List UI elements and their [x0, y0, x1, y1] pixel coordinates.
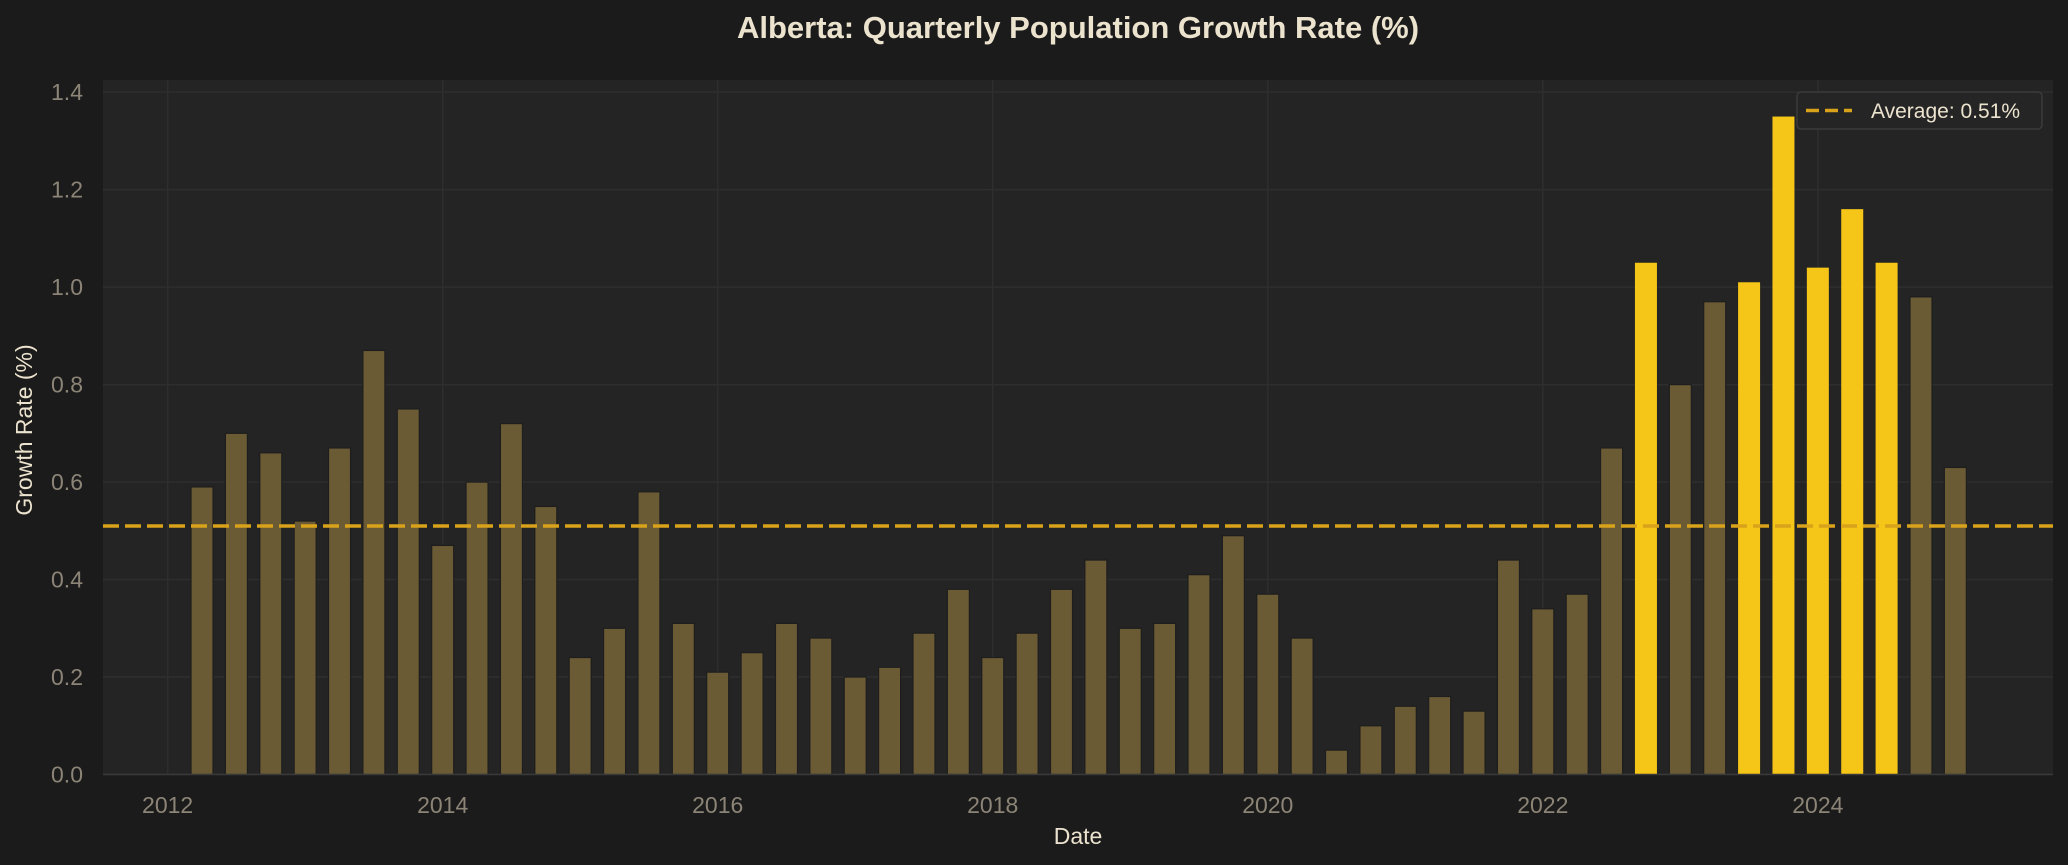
bar-highlighted: 2023-Q3: 1.01: [1738, 282, 1761, 775]
y-axis-ticks: 0.0 0.2 0.4 0.6 0.8 1.0 1.2 1.4: [51, 79, 83, 787]
bar: 2016-Q3: 0.31: [774, 622, 799, 776]
x-tick-label: 2016: [692, 792, 743, 818]
bar: 2017-Q2: 0.22: [878, 666, 902, 776]
bar: 2015-Q2: 0.3: [602, 627, 627, 776]
y-tick-label: 0.6: [51, 469, 83, 495]
bar: 2021-Q3: 0.13: [1462, 710, 1486, 776]
bar-highlighted: 2024-Q1: 1.04: [1806, 267, 1829, 775]
y-tick-label: 1.4: [51, 79, 83, 105]
bar: 2013-Q2: 0.67: [327, 447, 352, 776]
bar: 2019-Q1: 0.3: [1118, 627, 1142, 776]
bar: 2015-Q3: 0.58: [637, 491, 661, 776]
bar-highlighted: 2023-Q4: 1.35: [1772, 116, 1795, 775]
bar: 2018-Q2: 0.29: [1015, 632, 1039, 776]
y-tick-label: 0.8: [51, 372, 83, 398]
bar: 2018-Q1: 0.24: [981, 656, 1005, 776]
bar: 2015-Q1: 0.24: [568, 656, 592, 776]
bar: 2014-Q1: 0.47: [431, 544, 455, 776]
bar: 2023-Q2: 0.97: [1703, 301, 1727, 776]
bar: 2013-Q4: 0.75: [396, 408, 420, 776]
bar: 2016-Q1: 0.21: [706, 671, 730, 776]
chart-title: Alberta: Quarterly Population Growth Rat…: [737, 10, 1419, 45]
bar: 2014-Q3: 0.72: [499, 422, 524, 776]
bar: 2017-Q1: 0.2: [843, 676, 867, 776]
bar: 2024-Q4: 0.98: [1909, 296, 1933, 776]
x-tick-label: 2020: [1242, 792, 1293, 818]
bar: 2022-Q3: 0.67: [1599, 447, 1624, 776]
bar: 2019-Q2: 0.31: [1153, 622, 1177, 776]
x-tick-label: 2022: [1517, 792, 1568, 818]
plot-area: [103, 80, 2053, 775]
bar: 2020-Q4: 0.1: [1359, 725, 1383, 776]
bar: 2020-Q1: 0.37: [1256, 593, 1280, 776]
bar: 2021-Q2: 0.16: [1428, 695, 1452, 776]
x-axis-label: Date: [1054, 823, 1103, 849]
bar: 2018-Q3: 0.38: [1049, 588, 1074, 776]
bar: 2016-Q4: 0.28: [809, 637, 833, 776]
bar: 2023-Q1: 0.8: [1668, 384, 1692, 776]
legend-box: [1796, 91, 2043, 130]
bar: 2022-Q2: 0.37: [1565, 593, 1589, 776]
bar: 2025-Q1: 0.63: [1943, 466, 1967, 776]
bar: 2013-Q3: 0.87: [362, 349, 386, 776]
bar: 2020-Q2: 0.28: [1290, 637, 1314, 776]
bar: 2017-Q3: 0.29: [912, 632, 936, 776]
bar: 2021-Q1: 0.14: [1393, 705, 1417, 776]
bar: 2012-Q2: 0.59: [190, 486, 214, 776]
bar: 2013-Q1: 0.52: [293, 520, 317, 776]
bars: 2012-Q2: 0.59 2012-Q3: 0.7 2012-Q4: 0.66 20…: [190, 116, 1967, 776]
y-tick-label: 0.0: [51, 762, 83, 788]
bar: 2022-Q1: 0.34: [1531, 608, 1555, 776]
bar-highlighted: 2022-Q4: 1.05: [1634, 262, 1657, 775]
bar: 2014-Q4: 0.55: [534, 505, 558, 776]
bar-highlighted: 2024-Q3: 1.05: [1875, 262, 1898, 775]
bar: 2016-Q2: 0.25: [740, 652, 764, 776]
legend-label: Average: 0.51%: [1871, 100, 2020, 123]
bar-highlighted: 2024-Q2: 1.16: [1841, 209, 1864, 775]
x-tick-label: 2012: [142, 792, 193, 818]
x-tick-label: 2018: [967, 792, 1018, 818]
x-axis-ticks: 2012 2014 2016 2018 2020 2022 2024: [142, 792, 1844, 818]
y-axis-label: Growth Rate (%): [11, 344, 37, 515]
bar: 2015-Q4: 0.31: [671, 622, 695, 776]
bar: 2019-Q4: 0.49: [1221, 535, 1245, 776]
bar: 2017-Q4: 0.38: [946, 588, 970, 776]
bar: 2020-Q3: 0.05: [1324, 749, 1349, 776]
y-tick-label: 0.4: [51, 567, 83, 593]
bar: 2012-Q4: 0.66: [259, 452, 283, 776]
bar: 2021-Q4: 0.44: [1496, 559, 1521, 776]
bar: 2012-Q3: 0.7: [224, 432, 248, 776]
x-tick-label: 2024: [1792, 792, 1843, 818]
legend: Average: 0.51%: [1796, 91, 2043, 130]
y-tick-label: 1.0: [51, 274, 83, 300]
y-tick-label: 1.2: [51, 177, 83, 203]
bar: 2019-Q3: 0.41: [1187, 574, 1211, 776]
bar: 2018-Q4: 0.44: [1084, 559, 1108, 776]
x-tick-label: 2014: [417, 792, 468, 818]
y-tick-label: 0.2: [51, 664, 83, 690]
